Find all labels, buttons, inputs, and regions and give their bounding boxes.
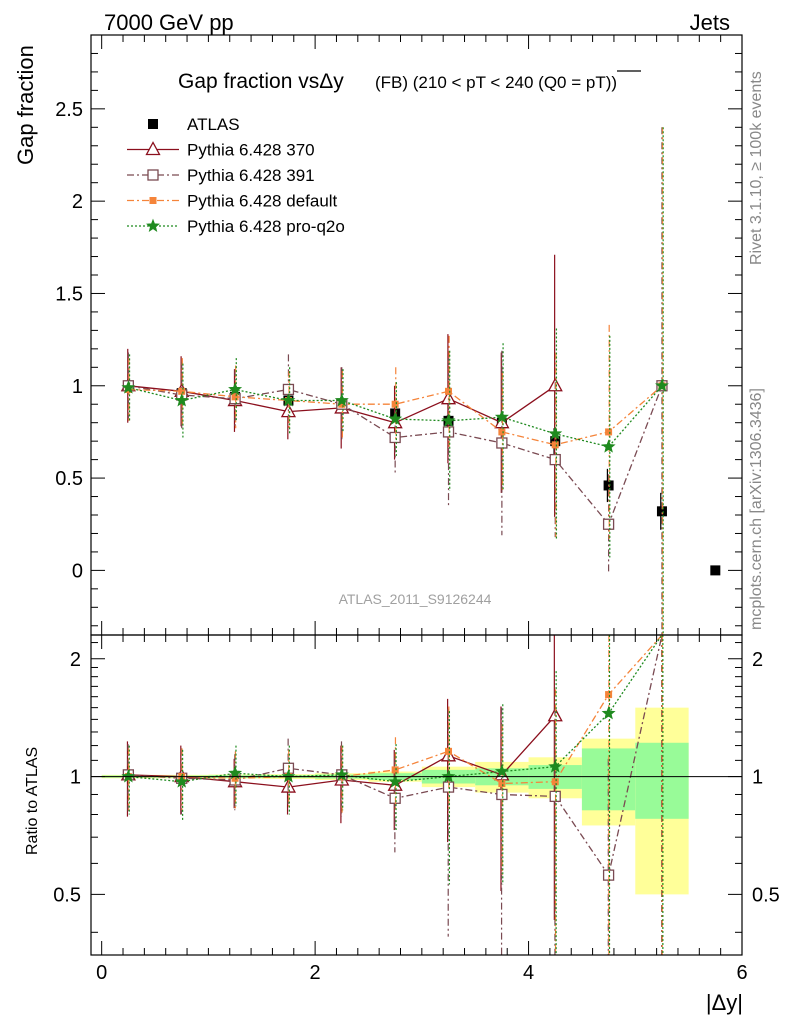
ratio-ytick-label-right: 0.5 bbox=[752, 884, 780, 906]
data-point bbox=[551, 441, 559, 449]
ratio-ylabel: Ratio to ATLAS bbox=[24, 747, 41, 855]
ratio-data-point bbox=[601, 706, 616, 720]
legend-label: Pythia 6.428 default bbox=[187, 192, 338, 211]
series-pythia-6-428-pro-q2o bbox=[121, 127, 669, 635]
legend-marker bbox=[145, 141, 161, 156]
data-point bbox=[655, 378, 669, 392]
legend-label: Pythia 6.428 370 bbox=[187, 141, 315, 160]
data-point bbox=[281, 393, 296, 407]
data-point bbox=[441, 413, 456, 427]
ratio-data-point bbox=[334, 767, 349, 781]
data-point bbox=[388, 411, 403, 425]
data-point bbox=[334, 393, 349, 407]
ratio-data-point bbox=[121, 769, 136, 783]
main-series-layer bbox=[120, 127, 721, 635]
analysis-watermark: ATLAS_2011_S9126244 bbox=[339, 591, 492, 607]
ratio-data-point bbox=[548, 759, 563, 773]
ratio-data-point bbox=[231, 774, 239, 782]
data-point bbox=[174, 393, 189, 407]
legend-entry: Pythia 6.428 default bbox=[127, 192, 338, 211]
header-right-label: Jets bbox=[690, 10, 730, 35]
xlabel: |Δy| bbox=[706, 990, 743, 1015]
data-point bbox=[178, 387, 186, 395]
rivet-label: Rivet 3.1.10, ≥ 100k events bbox=[748, 71, 765, 265]
ratio-ytick-label-right: 2 bbox=[752, 649, 763, 671]
ratio-data-point bbox=[494, 764, 509, 778]
data-point bbox=[710, 565, 721, 576]
ratio-ytick-label: 1 bbox=[70, 767, 81, 789]
ratio-ytick-label: 0.5 bbox=[53, 884, 81, 906]
ratio-data-point bbox=[228, 765, 243, 780]
ratio-data-point bbox=[388, 774, 403, 788]
ratio-ytick-label-right: 1 bbox=[752, 767, 763, 789]
main-ylabel: Gap fraction bbox=[13, 45, 38, 165]
ratio-data-point bbox=[174, 774, 189, 788]
ratio-data-point bbox=[391, 766, 399, 774]
series-atlas bbox=[123, 380, 721, 576]
legend-label: Pythia 6.428 pro-q2o bbox=[187, 217, 345, 236]
main-plot: 0 0.5 1 1.5 2 2.5 bbox=[55, 34, 743, 636]
main-ytick-label: 2.5 bbox=[55, 99, 83, 121]
legend-entry: Pythia 6.428 370 bbox=[127, 141, 315, 160]
main-ytick-label: 1 bbox=[72, 376, 83, 398]
data-point bbox=[445, 387, 453, 395]
main-ytick-label: 0 bbox=[72, 560, 83, 582]
main-ytick-label: 2 bbox=[72, 191, 83, 213]
header-left-label: 7000 GeV pp bbox=[104, 10, 234, 35]
legend-entry: Pythia 6.428 pro-q2o bbox=[127, 217, 345, 236]
data-point bbox=[656, 506, 667, 517]
mcplots-label: mcplots.cern.ch [arXiv:1306.3436] bbox=[748, 388, 765, 630]
legend-label: ATLAS bbox=[187, 115, 240, 134]
xtick-label: 0 bbox=[96, 962, 107, 984]
xtick-label: 6 bbox=[736, 962, 747, 984]
ratio-plot: 0 2 4 6 0.5 0.5 1 1 2 2 bbox=[53, 634, 780, 984]
ratio-data-point bbox=[498, 780, 506, 788]
main-ytick-label: 0.5 bbox=[55, 468, 83, 490]
data-point bbox=[550, 436, 561, 447]
main-title-subtext: (FB) (210 < pT < 240 (Q0 = pT)) bbox=[375, 73, 617, 92]
legend: ATLAS Pythia 6.428 370 Pythia 6.428 391 Pyt… bbox=[127, 115, 345, 236]
data-point bbox=[121, 380, 136, 394]
data-point bbox=[601, 439, 616, 453]
ratio-plot-frame bbox=[90, 634, 743, 956]
data-point bbox=[231, 393, 239, 401]
data-point bbox=[494, 409, 509, 424]
legend-label: Pythia 6.428 391 bbox=[187, 166, 315, 185]
ratio-data-point bbox=[441, 769, 456, 783]
ratio-data-point bbox=[551, 778, 559, 786]
xtick-label: 4 bbox=[523, 962, 534, 984]
data-point bbox=[338, 400, 346, 408]
ratio-data-point bbox=[605, 691, 613, 699]
data-point bbox=[548, 426, 563, 440]
legend-marker bbox=[146, 218, 160, 232]
legend-marker bbox=[149, 197, 157, 204]
legend-entry: Pythia 6.428 391 bbox=[127, 166, 315, 185]
main-title: Gap fraction vsΔy (FB) (210 < pT < 240 (… bbox=[178, 70, 641, 93]
main-title-text: Gap fraction vsΔy bbox=[178, 70, 344, 93]
main-ytick-label: 1.5 bbox=[55, 283, 83, 305]
xtick-label: 2 bbox=[310, 962, 321, 984]
data-point bbox=[498, 428, 506, 436]
ratio-data-point bbox=[281, 769, 296, 783]
legend-marker bbox=[148, 119, 158, 129]
ratio-ytick-label: 2 bbox=[70, 649, 81, 671]
data-point bbox=[391, 400, 399, 408]
ratio-data-point bbox=[445, 747, 453, 755]
data-point bbox=[605, 428, 613, 436]
legend-marker bbox=[147, 169, 159, 181]
legend-entry: ATLAS bbox=[148, 115, 240, 134]
data-point bbox=[228, 382, 243, 396]
ratio-series-pythia-6-428-pro-q2o bbox=[121, 634, 664, 955]
